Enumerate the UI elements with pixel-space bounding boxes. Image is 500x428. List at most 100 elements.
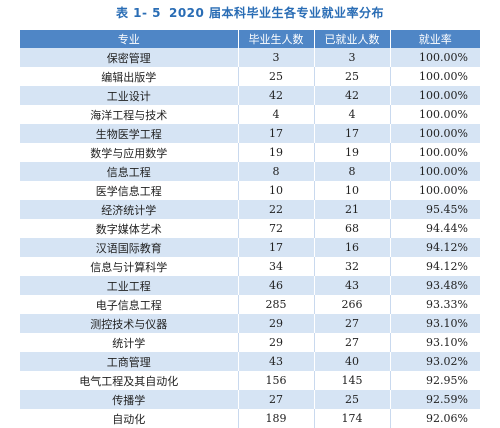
table-row: 工业工程 46 43 93.48% [20, 276, 480, 295]
cell-major: 数字媒体艺术 [20, 219, 239, 238]
cell-major: 海洋工程与技术 [20, 105, 239, 124]
cell-major: 信息工程 [20, 162, 239, 181]
cell-employed: 266 [314, 295, 391, 314]
cell-major: 测控技术与仪器 [20, 314, 239, 333]
cell-rate: 100.00% [390, 162, 480, 181]
cell-rate: 93.02% [390, 352, 480, 371]
cell-graduates: 3 [238, 48, 315, 67]
table-row: 数字媒体艺术 72 68 94.44% [20, 219, 480, 238]
table-row: 汉语国际教育 17 16 94.12% [20, 238, 480, 257]
cell-major: 工商管理 [20, 352, 239, 371]
cell-rate: 100.00% [390, 105, 480, 124]
table-row: 生物医学工程 17 17 100.00% [20, 124, 480, 143]
cell-rate: 100.00% [390, 86, 480, 105]
table-row: 统计学 29 27 93.10% [20, 333, 480, 352]
cell-major: 生物医学工程 [20, 124, 239, 143]
cell-graduates: 42 [238, 86, 315, 105]
cell-major: 保密管理 [20, 48, 239, 67]
table-body: 保密管理 3 3 100.00% 编辑出版学 25 25 100.00% 工业设计 42 42 100… [20, 48, 480, 428]
cell-rate: 94.44% [390, 219, 480, 238]
cell-major: 自动化 [20, 409, 239, 428]
table-row: 信息与计算科学 34 32 94.12% [20, 257, 480, 276]
cell-graduates: 29 [238, 314, 315, 333]
table-header-row: 专业 毕业生人数 已就业人数 就业率 [20, 30, 480, 48]
cell-rate: 93.33% [390, 295, 480, 314]
cell-employed: 17 [314, 124, 391, 143]
cell-rate: 93.10% [390, 314, 480, 333]
cell-rate: 95.45% [390, 200, 480, 219]
cell-rate: 100.00% [390, 124, 480, 143]
cell-major: 数学与应用数学 [20, 143, 239, 162]
cell-rate: 100.00% [390, 67, 480, 86]
cell-major: 汉语国际教育 [20, 238, 239, 257]
table-row: 经济统计学 22 21 95.45% [20, 200, 480, 219]
table-caption: 表 1- 5 2020 届本科毕业生各专业就业率分布 [0, 4, 500, 21]
table-row: 自动化 189 174 92.06% [20, 409, 480, 428]
cell-major: 电气工程及其自动化 [20, 371, 239, 390]
cell-major: 医学信息工程 [20, 181, 239, 200]
cell-employed: 68 [314, 219, 391, 238]
cell-employed: 42 [314, 86, 391, 105]
cell-graduates: 17 [238, 124, 315, 143]
cell-major: 编辑出版学 [20, 67, 239, 86]
cell-graduates: 156 [238, 371, 315, 390]
cell-graduates: 72 [238, 219, 315, 238]
cell-employed: 10 [314, 181, 391, 200]
cell-employed: 25 [314, 67, 391, 86]
cell-graduates: 19 [238, 143, 315, 162]
cell-graduates: 29 [238, 333, 315, 352]
cell-rate: 100.00% [390, 143, 480, 162]
cell-graduates: 189 [238, 409, 315, 428]
cell-rate: 94.12% [390, 238, 480, 257]
table-row: 工商管理 43 40 93.02% [20, 352, 480, 371]
cell-employed: 16 [314, 238, 391, 257]
cell-rate: 94.12% [390, 257, 480, 276]
table-row: 测控技术与仪器 29 27 93.10% [20, 314, 480, 333]
cell-employed: 19 [314, 143, 391, 162]
cell-major: 统计学 [20, 333, 239, 352]
employment-rate-table: 专业 毕业生人数 已就业人数 就业率 保密管理 3 3 100.00% 编辑出版学 25 2… [20, 30, 480, 428]
table-row: 编辑出版学 25 25 100.00% [20, 67, 480, 86]
cell-employed: 40 [314, 352, 391, 371]
cell-employed: 27 [314, 314, 391, 333]
cell-graduates: 43 [238, 352, 315, 371]
cell-rate: 100.00% [390, 181, 480, 200]
cell-major: 经济统计学 [20, 200, 239, 219]
cell-employed: 43 [314, 276, 391, 295]
table-row: 工业设计 42 42 100.00% [20, 86, 480, 105]
header-employed: 已就业人数 [314, 30, 391, 48]
cell-graduates: 34 [238, 257, 315, 276]
cell-graduates: 285 [238, 295, 315, 314]
table-row: 保密管理 3 3 100.00% [20, 48, 480, 67]
table-row: 医学信息工程 10 10 100.00% [20, 181, 480, 200]
table-title: 2020 届本科毕业生各专业就业率分布 [168, 6, 385, 20]
cell-rate: 92.95% [390, 371, 480, 390]
cell-major: 工业设计 [20, 86, 239, 105]
cell-employed: 145 [314, 371, 391, 390]
cell-graduates: 8 [238, 162, 315, 181]
table-number: 表 1- 5 [115, 6, 161, 20]
cell-employed: 32 [314, 257, 391, 276]
cell-employed: 27 [314, 333, 391, 352]
cell-rate: 93.48% [390, 276, 480, 295]
cell-employed: 3 [314, 48, 391, 67]
cell-graduates: 17 [238, 238, 315, 257]
table-row: 数学与应用数学 19 19 100.00% [20, 143, 480, 162]
header-rate: 就业率 [390, 30, 480, 48]
cell-major: 信息与计算科学 [20, 257, 239, 276]
cell-employed: 8 [314, 162, 391, 181]
cell-employed: 4 [314, 105, 391, 124]
cell-graduates: 4 [238, 105, 315, 124]
cell-major: 工业工程 [20, 276, 239, 295]
cell-graduates: 22 [238, 200, 315, 219]
cell-employed: 174 [314, 409, 391, 428]
cell-rate: 100.00% [390, 48, 480, 67]
page: 表 1- 5 2020 届本科毕业生各专业就业率分布 专业 毕业生人数 已就业人数… [0, 4, 500, 428]
header-major: 专业 [20, 30, 239, 48]
cell-employed: 21 [314, 200, 391, 219]
table-row: 电子信息工程 285 266 93.33% [20, 295, 480, 314]
table-row: 海洋工程与技术 4 4 100.00% [20, 105, 480, 124]
table-row: 电气工程及其自动化 156 145 92.95% [20, 371, 480, 390]
cell-major: 电子信息工程 [20, 295, 239, 314]
cell-graduates: 25 [238, 67, 315, 86]
